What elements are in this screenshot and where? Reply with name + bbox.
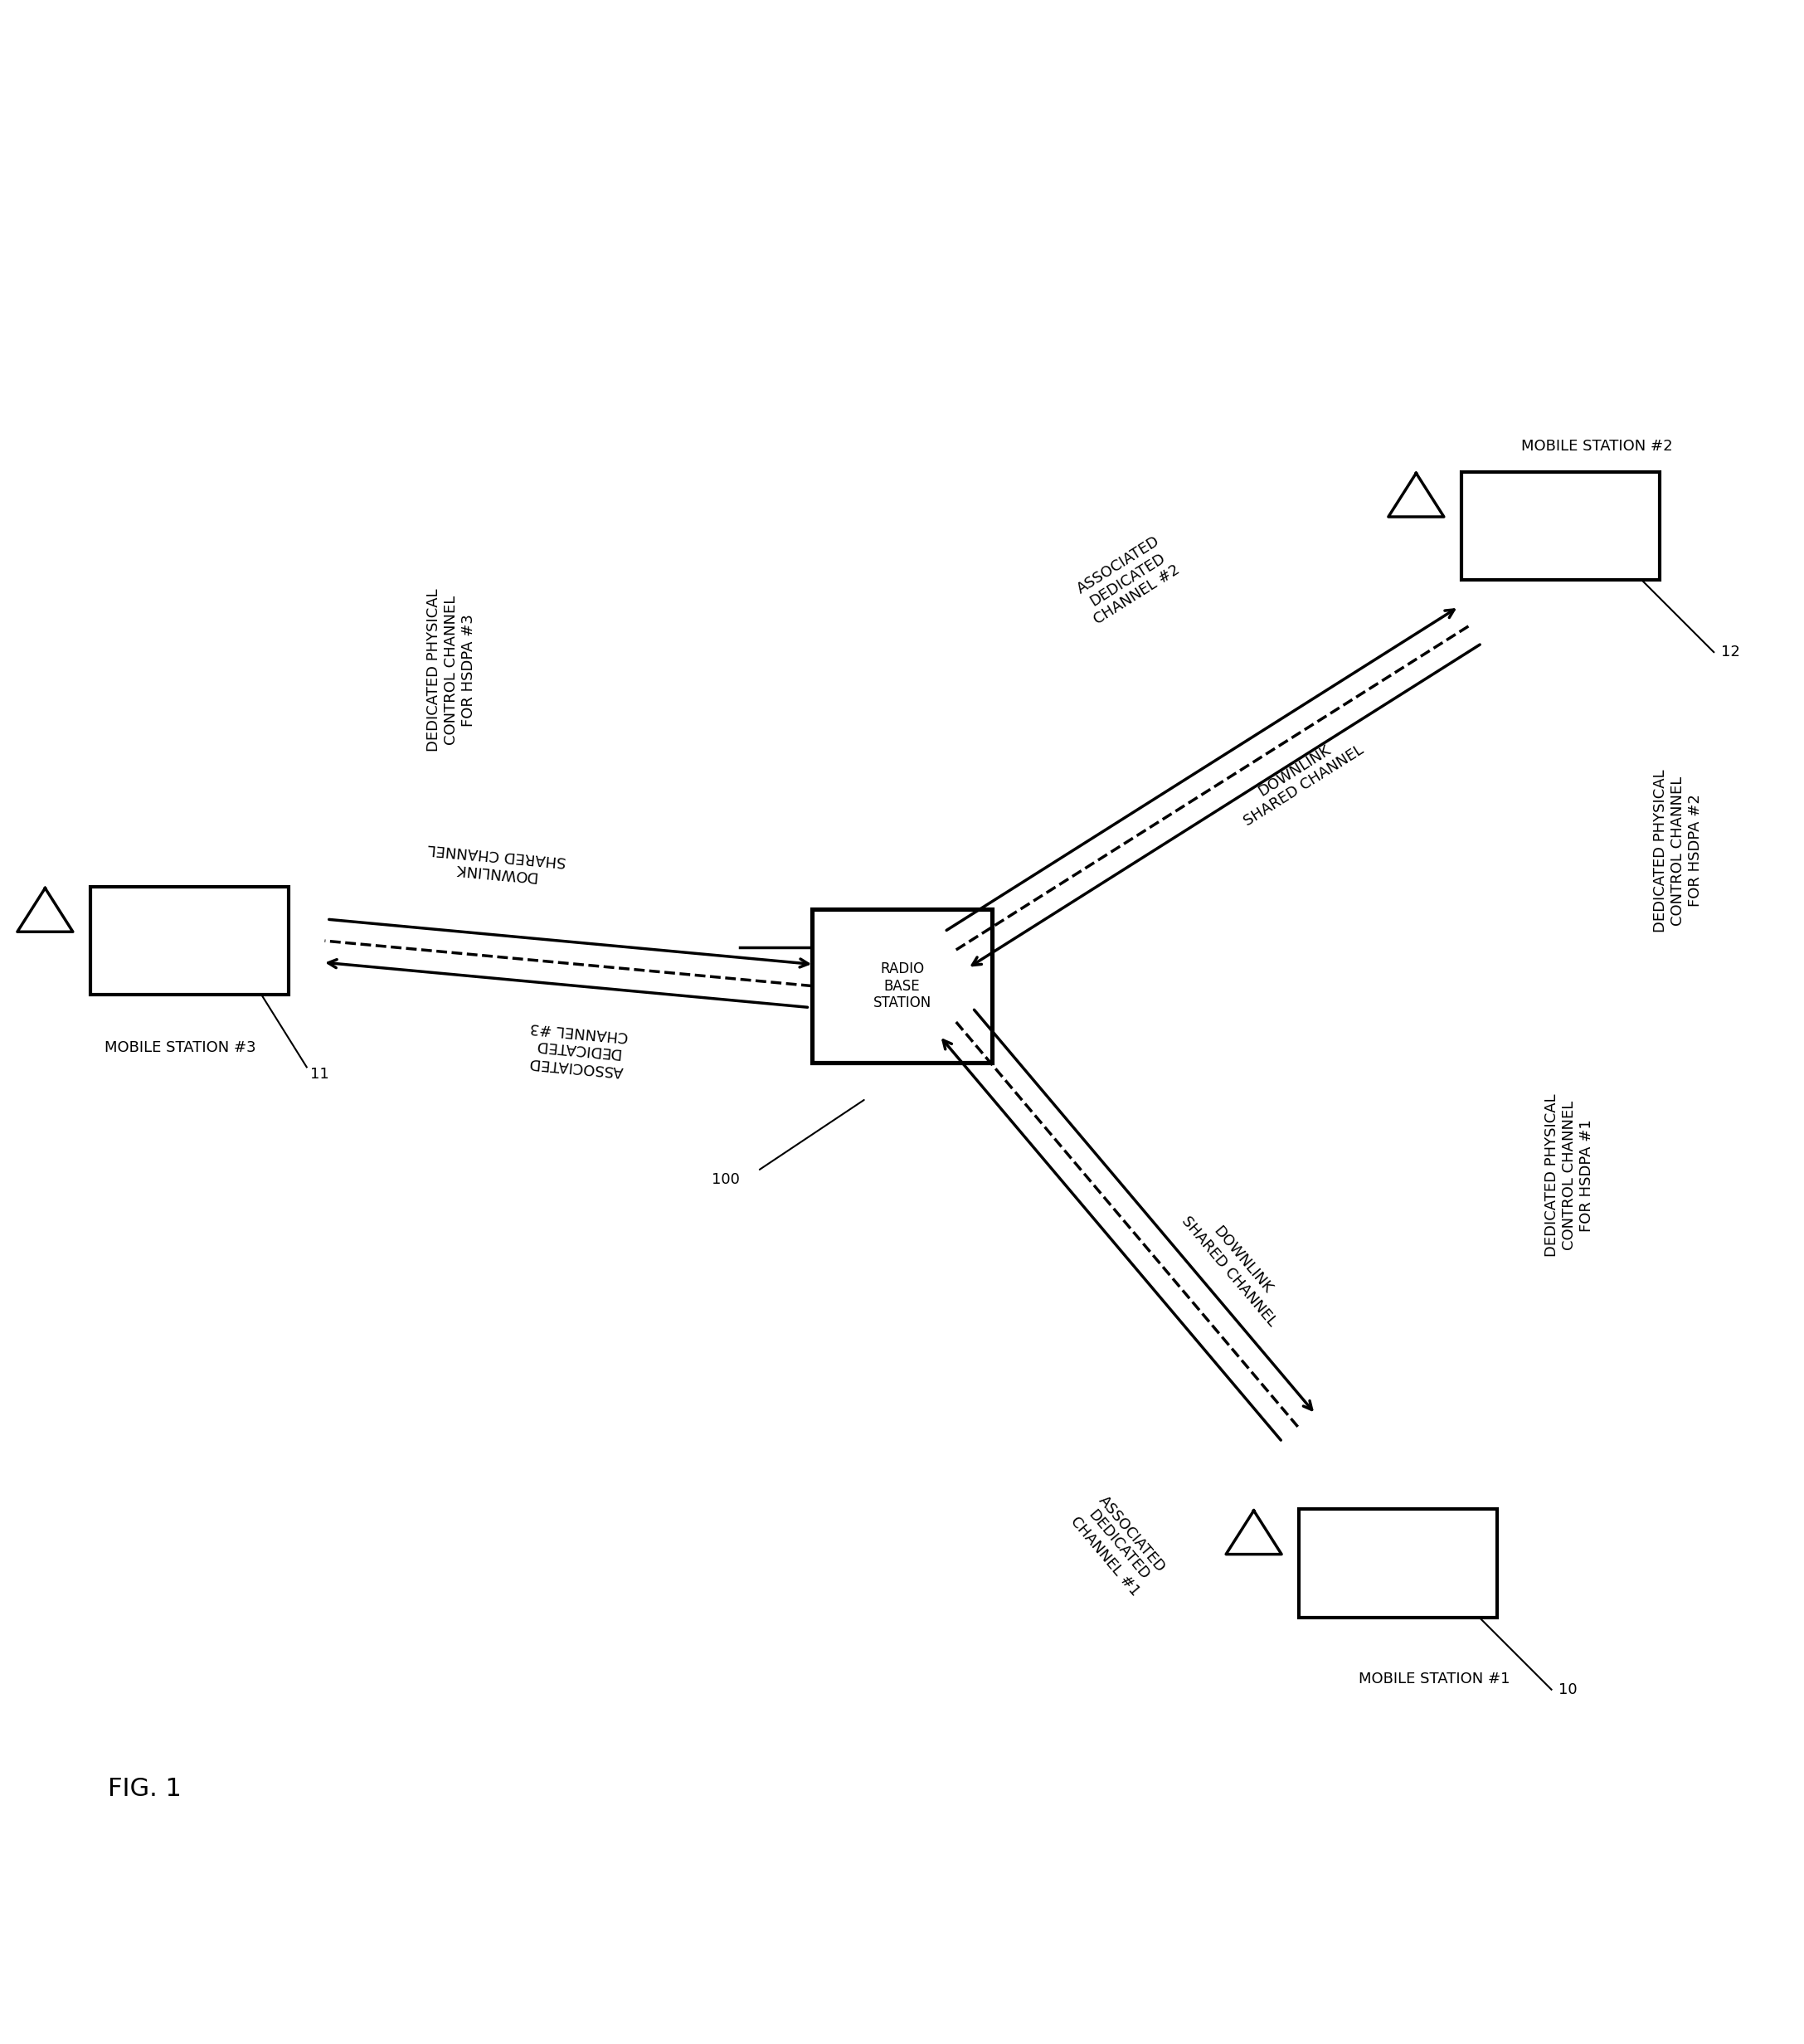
Text: 12: 12 [1721,644,1741,660]
Text: DEDICATED PHYSICAL
CONTROL CHANNEL
FOR HSDPA #1: DEDICATED PHYSICAL CONTROL CHANNEL FOR H… [1544,1094,1595,1257]
Text: 11: 11 [310,1067,328,1081]
FancyBboxPatch shape [1461,472,1660,580]
Text: MOBILE STATION #1: MOBILE STATION #1 [1358,1672,1510,1686]
Text: ASSOCIATED
DEDICATED
CHANNEL #3: ASSOCIATED DEDICATED CHANNEL #3 [525,1020,630,1079]
Text: ASSOCIATED
DEDICATED
CHANNEL #1: ASSOCIATED DEDICATED CHANNEL #1 [1068,1492,1169,1598]
Text: DOWNLINK
SHARED CHANNEL: DOWNLINK SHARED CHANNEL [1232,728,1366,830]
Text: RADIO
BASE
STATION: RADIO BASE STATION [873,961,931,1010]
Text: DOWNLINK
SHARED CHANNEL: DOWNLINK SHARED CHANNEL [1178,1202,1293,1329]
Text: FIG. 1: FIG. 1 [108,1776,182,1801]
Text: DEDICATED PHYSICAL
CONTROL CHANNEL
FOR HSDPA #3: DEDICATED PHYSICAL CONTROL CHANNEL FOR H… [426,589,476,752]
Text: DOWNLINK
SHARED CHANNEL: DOWNLINK SHARED CHANNEL [426,840,566,885]
FancyBboxPatch shape [812,910,992,1063]
Text: DEDICATED PHYSICAL
CONTROL CHANNEL
FOR HSDPA #2: DEDICATED PHYSICAL CONTROL CHANNEL FOR H… [1652,769,1703,932]
Text: MOBILE STATION #3: MOBILE STATION #3 [105,1040,256,1055]
Text: MOBILE STATION #2: MOBILE STATION #2 [1521,439,1672,454]
Text: ASSOCIATED
DEDICATED
CHANNEL #2: ASSOCIATED DEDICATED CHANNEL #2 [1073,533,1182,628]
FancyBboxPatch shape [90,887,289,995]
FancyBboxPatch shape [1299,1508,1497,1617]
Text: 10: 10 [1559,1682,1577,1697]
Text: 100: 100 [711,1173,740,1188]
